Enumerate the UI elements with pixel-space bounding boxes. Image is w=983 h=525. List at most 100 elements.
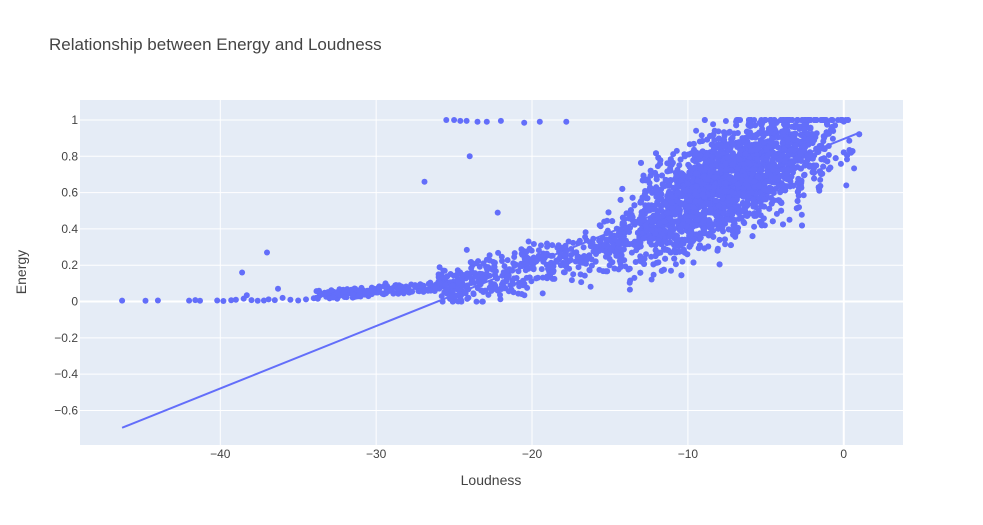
data-point xyxy=(613,225,620,232)
data-point xyxy=(641,255,648,262)
data-point xyxy=(637,243,644,250)
data-point xyxy=(646,180,653,186)
y-tick-label: 0.4 xyxy=(61,222,78,236)
data-point xyxy=(579,259,586,266)
data-point xyxy=(780,182,787,189)
data-point xyxy=(675,205,682,212)
data-point xyxy=(715,152,722,159)
data-point xyxy=(538,242,544,249)
data-point xyxy=(488,287,495,294)
data-point xyxy=(654,189,661,196)
data-point xyxy=(303,296,309,303)
data-point xyxy=(692,170,699,177)
data-point xyxy=(755,182,762,189)
data-point xyxy=(797,131,804,138)
data-point xyxy=(684,173,691,180)
data-point xyxy=(799,117,806,123)
data-point xyxy=(508,286,515,293)
data-point xyxy=(809,138,816,145)
data-point xyxy=(647,184,654,191)
data-point xyxy=(264,249,270,256)
data-point xyxy=(466,153,473,160)
data-point xyxy=(510,280,517,287)
data-point xyxy=(721,143,728,150)
data-point xyxy=(756,174,763,181)
data-point xyxy=(678,201,685,208)
data-point xyxy=(806,152,813,159)
data-point xyxy=(648,276,655,283)
data-point xyxy=(699,191,706,198)
data-point xyxy=(801,172,808,179)
data-point xyxy=(787,147,794,154)
data-point xyxy=(553,258,560,265)
data-point xyxy=(785,136,792,143)
data-point xyxy=(474,285,481,292)
data-point xyxy=(770,166,776,173)
data-point xyxy=(704,200,711,207)
data-point xyxy=(512,261,519,268)
data-point xyxy=(752,132,759,139)
data-point xyxy=(754,156,761,162)
data-point xyxy=(665,168,672,175)
data-point xyxy=(530,241,537,247)
data-point xyxy=(637,199,644,206)
data-point xyxy=(656,214,663,220)
data-point xyxy=(619,236,626,243)
data-point xyxy=(483,118,490,125)
data-point xyxy=(648,227,655,234)
data-point xyxy=(743,212,750,219)
data-point xyxy=(499,258,505,264)
data-point xyxy=(154,297,161,304)
data-point xyxy=(702,209,708,216)
data-point xyxy=(623,225,630,232)
data-point xyxy=(821,146,828,152)
data-point xyxy=(693,222,700,229)
data-point xyxy=(260,297,267,304)
data-point xyxy=(715,128,722,135)
data-point xyxy=(605,209,612,216)
data-point xyxy=(686,243,693,250)
data-point xyxy=(715,202,722,209)
data-point xyxy=(609,243,616,250)
data-point xyxy=(463,246,470,253)
data-point xyxy=(667,239,673,246)
data-point xyxy=(220,298,227,304)
data-point xyxy=(796,178,803,185)
data-point xyxy=(603,230,610,237)
data-point xyxy=(714,141,721,148)
data-point xyxy=(791,165,798,172)
data-point xyxy=(676,162,683,169)
data-point xyxy=(593,243,600,250)
data-point xyxy=(626,241,633,248)
data-point xyxy=(749,233,756,240)
data-point xyxy=(700,173,707,180)
data-point xyxy=(667,249,674,256)
data-point xyxy=(673,239,680,246)
data-point xyxy=(575,253,582,260)
data-point xyxy=(662,255,669,262)
data-point xyxy=(818,171,825,177)
data-point xyxy=(486,252,493,259)
data-point xyxy=(638,159,644,166)
data-point xyxy=(556,254,563,261)
data-point xyxy=(659,181,666,188)
scatter-points xyxy=(119,117,863,305)
data-point xyxy=(711,137,718,143)
data-point xyxy=(580,244,587,251)
data-point xyxy=(653,176,660,183)
data-point xyxy=(837,160,844,167)
data-point xyxy=(746,142,753,149)
data-point xyxy=(731,217,738,224)
y-tick-label: −0.6 xyxy=(54,404,78,418)
data-point xyxy=(730,197,737,204)
data-point xyxy=(711,174,718,181)
data-point xyxy=(673,147,680,154)
data-point xyxy=(561,244,568,251)
data-point xyxy=(562,260,569,267)
data-point xyxy=(523,248,530,255)
data-point xyxy=(626,279,633,286)
data-point xyxy=(493,286,499,293)
data-point xyxy=(751,223,758,230)
data-point xyxy=(719,195,726,202)
data-point xyxy=(444,273,451,280)
